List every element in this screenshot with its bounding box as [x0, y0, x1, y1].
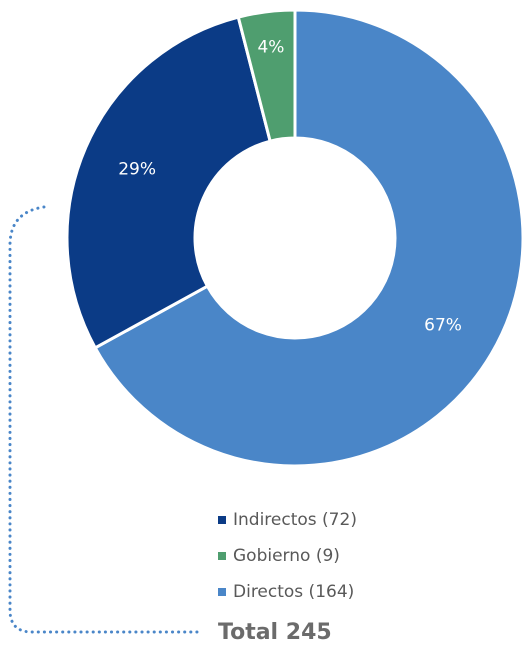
legend-swatch: [218, 516, 226, 524]
connector-line: [8, 205, 202, 634]
legend-swatch: [218, 552, 226, 560]
slice-label: 4%: [257, 38, 284, 58]
donut-slice: [236, 8, 297, 143]
legend-label: Indirectos (72): [233, 510, 357, 530]
donut-slice: [65, 15, 272, 350]
slice-label: 29%: [118, 160, 156, 180]
legend-label: Directos (164): [233, 582, 354, 602]
total-annotation: Total 245: [218, 620, 332, 645]
legend-swatch: [218, 588, 226, 596]
slice-label: 67%: [424, 316, 462, 336]
legend-label: Gobierno (9): [233, 546, 340, 566]
donut-slice: [93, 8, 522, 468]
